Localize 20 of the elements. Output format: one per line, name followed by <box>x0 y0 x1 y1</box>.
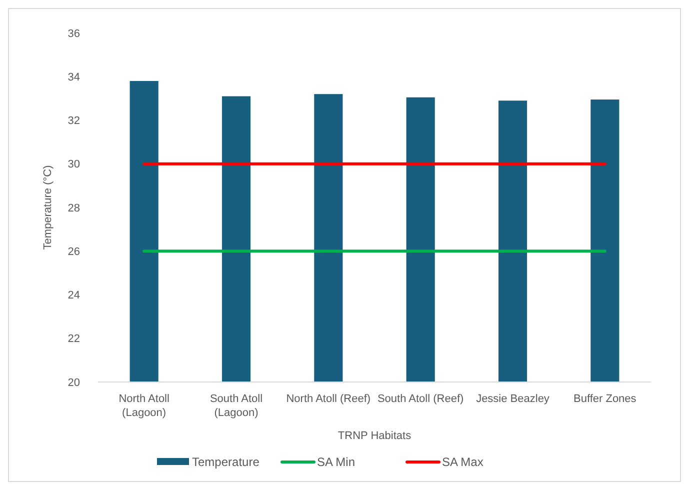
legend-label: SA Max <box>442 455 484 470</box>
x-tick-label: North Atoll (Reef) <box>286 393 371 405</box>
y-axis-title: Temperature (°C) <box>42 165 54 250</box>
y-tick-label: 32 <box>68 115 80 128</box>
x-tick-label: Jessie Beazley <box>476 393 550 405</box>
y-tick-label: 20 <box>68 376 80 389</box>
x-tick-label: North Atoll (Lagoon) <box>118 393 170 419</box>
legend-label: SA Min <box>317 455 356 470</box>
x-tick-label: South Atoll (Lagoon) <box>210 393 263 419</box>
y-tick-label: 24 <box>68 290 80 302</box>
x-tick-label: South Atoll (Reef) <box>377 393 464 405</box>
y-tick-label: 34 <box>68 71 80 84</box>
y-tick-label: 36 <box>68 28 80 40</box>
x-axis-title: TRNP Habitats <box>338 430 412 442</box>
y-tick-label: 28 <box>68 202 80 214</box>
y-tick-label: 26 <box>68 246 80 258</box>
legend-label: Temperature <box>192 455 260 470</box>
x-tick-label: Buffer Zones <box>574 393 637 405</box>
y-tick-label: 30 <box>68 158 80 171</box>
y-tick-label: 22 <box>68 333 80 346</box>
